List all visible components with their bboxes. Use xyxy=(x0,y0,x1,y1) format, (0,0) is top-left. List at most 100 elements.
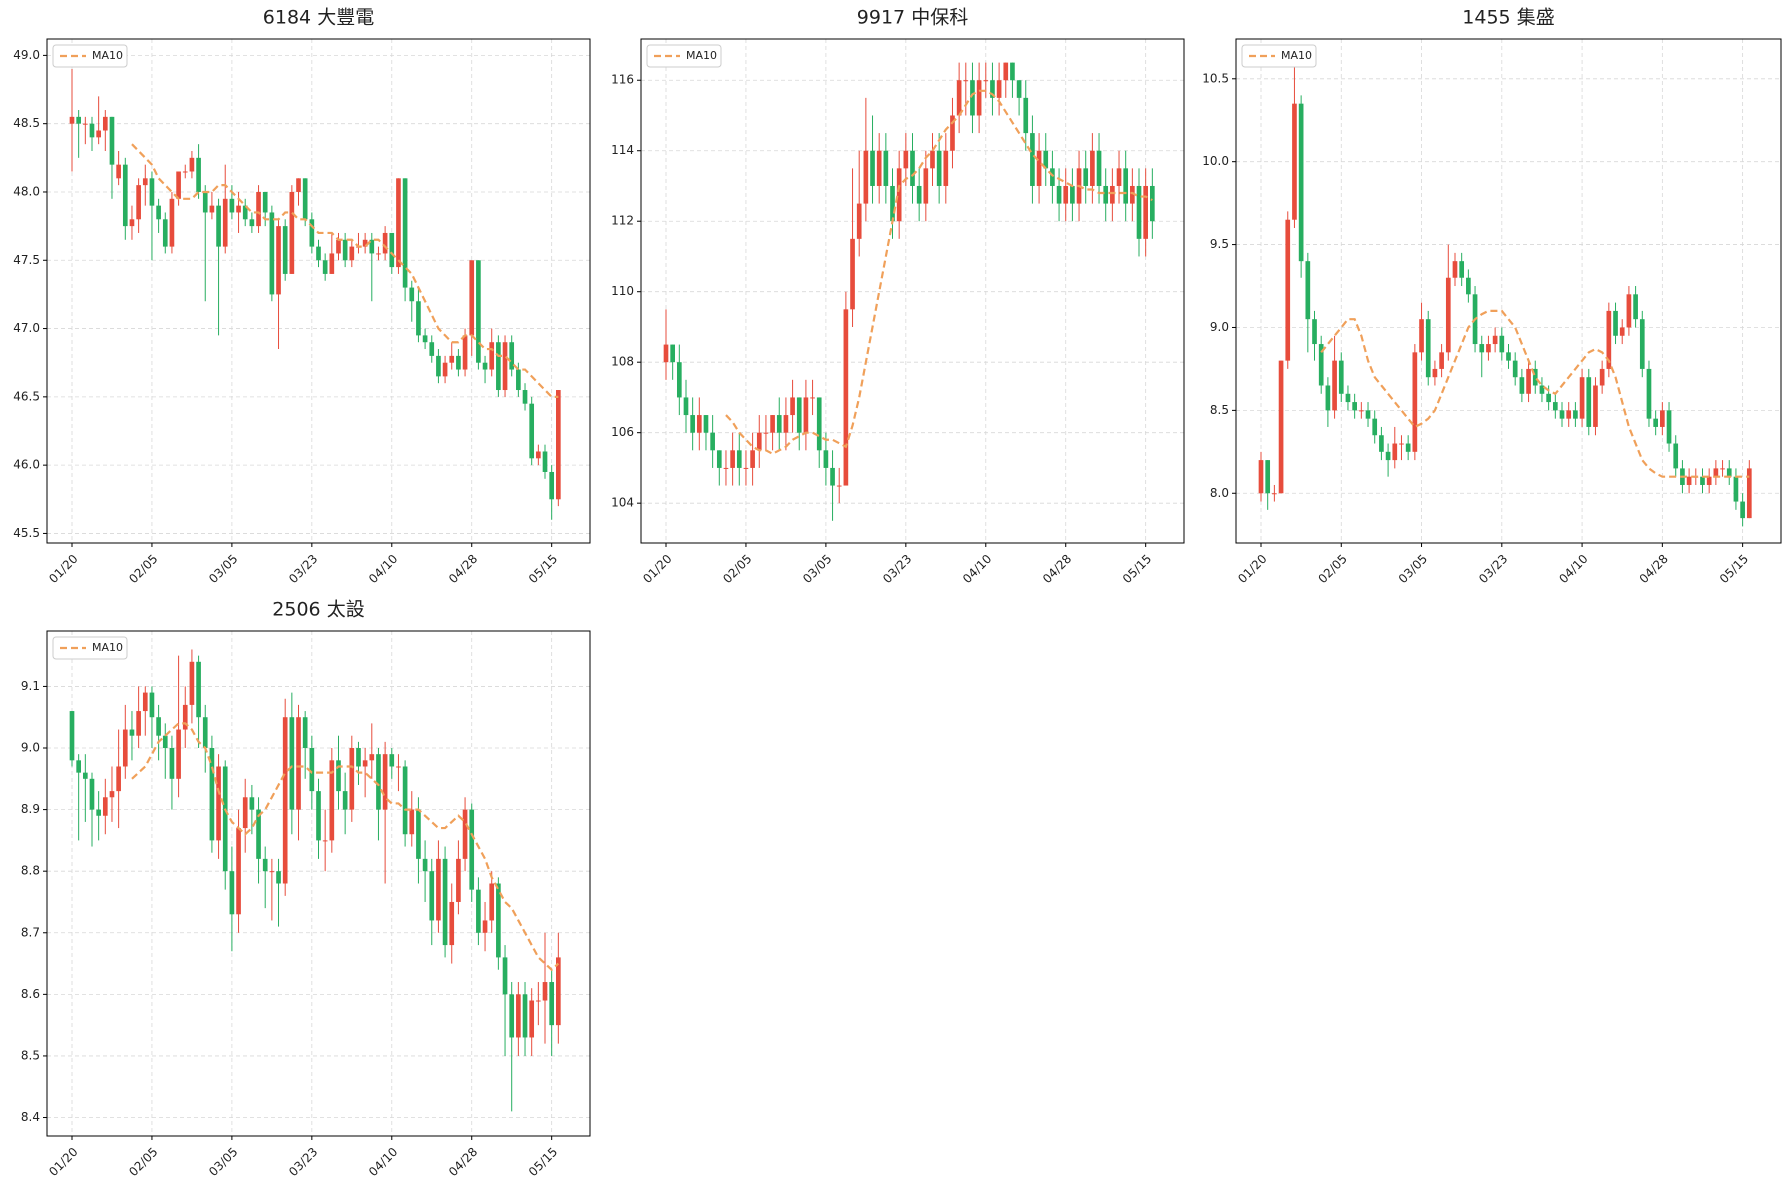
candle-body xyxy=(1639,319,1645,369)
candle-body xyxy=(356,748,361,767)
candle-body xyxy=(256,191,261,227)
x-tick-label: 01/20 xyxy=(46,1145,80,1179)
candle-body xyxy=(302,717,308,749)
legend-box xyxy=(646,44,722,68)
candle-body xyxy=(750,450,755,468)
candle-body xyxy=(102,116,108,131)
candle-body xyxy=(1479,344,1485,353)
candle-body xyxy=(883,150,889,186)
candle-body xyxy=(723,467,729,469)
candle-body xyxy=(76,760,81,773)
candle-body xyxy=(1392,443,1398,461)
y-tick-label: 8.8 xyxy=(21,864,40,878)
candle-body xyxy=(349,748,355,810)
y-tick-label: 110 xyxy=(611,284,634,298)
candle-body xyxy=(850,238,855,310)
candle-body xyxy=(236,828,241,915)
candle-body xyxy=(1338,360,1344,394)
candle-body xyxy=(489,883,495,921)
candle-body xyxy=(1110,185,1115,204)
candle-body xyxy=(1103,185,1109,204)
legend-box xyxy=(52,44,128,68)
candle-body xyxy=(522,994,528,1038)
candle-body xyxy=(229,871,235,915)
candle-body xyxy=(1083,168,1089,186)
candle-body xyxy=(1486,344,1491,353)
candle-body xyxy=(1305,261,1311,320)
candle-body xyxy=(429,871,435,921)
ma-line xyxy=(131,722,560,972)
candle-body xyxy=(710,432,715,451)
y-tick-label: 46.0 xyxy=(13,458,40,472)
x-tick-label: 02/05 xyxy=(126,1145,160,1179)
candle-body xyxy=(763,432,769,434)
candle-body xyxy=(162,735,168,749)
candle-body xyxy=(142,178,148,186)
candle-body xyxy=(1666,410,1672,444)
candle-body xyxy=(209,205,215,213)
candle-body xyxy=(282,226,288,274)
candle-body xyxy=(1405,443,1411,452)
candle-body xyxy=(1619,327,1625,336)
candle-body xyxy=(923,168,929,204)
candle-body xyxy=(76,116,81,124)
candle-body xyxy=(489,342,495,370)
candle-body xyxy=(542,982,548,1001)
candle-body xyxy=(736,450,742,468)
candle-body xyxy=(296,717,301,810)
y-tick-label: 116 xyxy=(611,73,634,87)
candle-body xyxy=(1626,294,1632,328)
candle-body xyxy=(69,116,75,124)
candle-body xyxy=(96,809,101,816)
plot-frame xyxy=(46,38,591,544)
candle-body xyxy=(1036,150,1042,186)
candle-body xyxy=(389,754,395,767)
plot-frame xyxy=(46,630,591,1137)
candle-body xyxy=(1613,310,1618,336)
candle-body xyxy=(536,1000,541,1002)
candle-body xyxy=(216,205,221,247)
candle-body xyxy=(242,205,248,220)
candle-body xyxy=(496,883,501,958)
candle-body xyxy=(202,191,208,213)
candle-body xyxy=(196,661,201,718)
candle-body xyxy=(96,130,101,138)
candle-body xyxy=(529,1000,535,1038)
candle-body xyxy=(436,355,441,377)
candle-body xyxy=(69,711,75,761)
candle-body xyxy=(996,80,1002,98)
x-tick-label: 02/05 xyxy=(1316,552,1350,586)
x-tick-label: 03/23 xyxy=(286,552,320,586)
chart-panel: 9917 中保科 104 106 108 110 112 114 116 01/20 02/05 0… xyxy=(611,7,1185,586)
candle-body xyxy=(416,301,421,336)
candle-body xyxy=(1292,103,1297,220)
candle-body xyxy=(482,362,488,370)
candle-body xyxy=(402,766,408,835)
candle-body xyxy=(863,150,869,204)
candle-body xyxy=(956,80,962,116)
candle-body xyxy=(843,309,849,486)
candle-body xyxy=(322,840,328,842)
y-tick-label: 9.1 xyxy=(21,679,40,693)
candle-body xyxy=(276,871,281,884)
candle-body xyxy=(1043,150,1049,169)
candle-body xyxy=(1713,468,1719,477)
x-tick-label: 04/28 xyxy=(1637,552,1671,586)
candle-body xyxy=(1345,393,1351,403)
candle-body xyxy=(703,415,709,433)
chart-panel: 1455 集盛 8.0 8.5 9.0 9.5 10.0 10.5 01/20 02/05 03/… xyxy=(1202,7,1782,586)
candle-body xyxy=(342,239,348,261)
y-tick-label: 106 xyxy=(611,425,634,439)
candle-body xyxy=(1090,150,1095,186)
candle-body xyxy=(796,397,802,433)
candle-body xyxy=(182,171,188,173)
y-tick-label: 8.5 xyxy=(1210,403,1229,417)
candle-body xyxy=(1278,360,1284,494)
x-tick-label: 05/15 xyxy=(526,552,560,586)
candle-body xyxy=(1332,360,1337,411)
candle-body xyxy=(529,403,535,459)
candle-body xyxy=(316,791,321,841)
candle-body xyxy=(1258,460,1264,494)
candle-body xyxy=(1298,103,1304,262)
